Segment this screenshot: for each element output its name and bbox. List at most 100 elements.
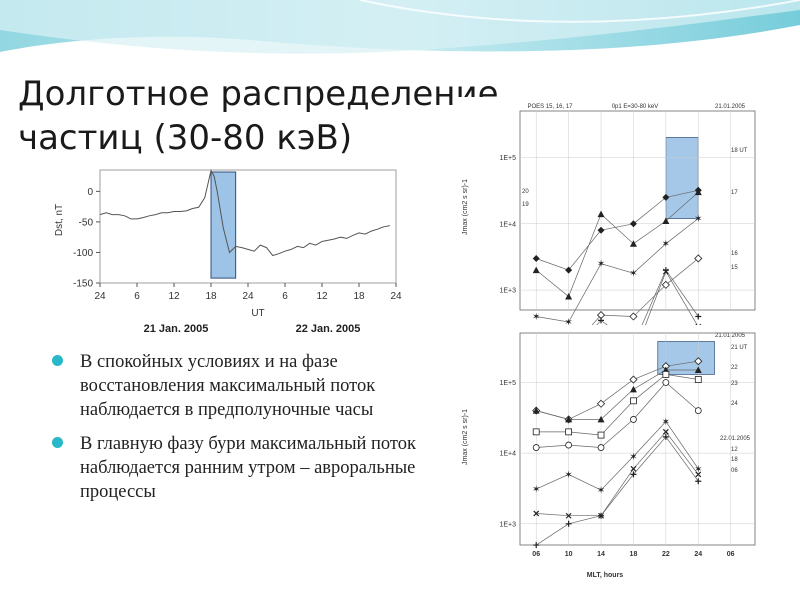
bullet-list: В спокойных условиях и на фазе восстанов… — [52, 350, 452, 514]
poes1-svg-point — [532, 266, 540, 274]
poes2-svg-series-line — [536, 436, 699, 546]
poes1-svg-point — [662, 268, 669, 275]
bullet-item: В главную фазу бури максимальный поток н… — [52, 432, 452, 504]
poes2-date-2: 22.01.2005 — [720, 436, 751, 442]
poes2-svg-point — [565, 441, 573, 449]
poes1-svg-series-label: 16 — [731, 251, 738, 257]
dst-date-label-1: 21 Jan. 2005 — [144, 323, 209, 335]
poes2-svg-xtick-label: 18 — [630, 551, 638, 558]
poes1-header-date: 21.01.2005 — [715, 104, 746, 110]
dst-ytick-label: -50 — [79, 217, 94, 228]
poes2-svg-xtick-label: 06 — [532, 551, 540, 558]
poes2-svg-series-line — [536, 374, 699, 436]
dst-xtick-label: 24 — [94, 291, 106, 302]
poes2-svg-point: ✶ — [629, 452, 637, 463]
poes2-svg-point — [630, 416, 637, 423]
poes1-svg-point — [694, 254, 703, 263]
poes2-svg-point — [662, 371, 670, 378]
poes1-svg-point: ✶ — [662, 239, 670, 250]
poes1-svg-point — [661, 280, 670, 289]
poes2-svg-point — [597, 431, 605, 439]
poes2-svg-point — [565, 428, 573, 436]
poes2-svg-series-line — [536, 382, 699, 448]
dst-xtick-label: 6 — [282, 291, 288, 302]
poes1-svg-point — [629, 240, 637, 247]
poes1-svg-point — [629, 312, 638, 321]
poes-chart-21: POES 15, 16, 17 0p1 E=30-80 keV 21.01.20… — [462, 104, 756, 380]
poes1-svg-point — [597, 226, 605, 234]
poes1-svg-series-label: 19 — [522, 202, 529, 208]
poes1-svg-point — [662, 217, 670, 225]
dst-xtick-label: 18 — [205, 291, 217, 302]
poes2-svg-series-line — [536, 369, 699, 420]
poes2-svg-point — [695, 471, 702, 478]
poes1-svg-point — [694, 188, 702, 196]
poes2-svg-point: ✶ — [694, 464, 702, 475]
dst-ytick-label: -100 — [73, 248, 93, 259]
poes1-svg-point: ✶ — [564, 318, 572, 325]
poes2-svg-series-label: 24 — [731, 401, 738, 407]
poes1-svg-point — [695, 313, 702, 320]
poes1-svg-series-line — [536, 189, 699, 271]
poes2-svg-ytick-label: 1E+4 — [499, 451, 516, 458]
dst-xtick-label: 12 — [168, 291, 180, 302]
poes1-svg-series-line — [536, 218, 699, 323]
poes2-svg-xtick-label: 24 — [694, 551, 702, 558]
slide-title: Долготное распределение частиц (30-80 кэ… — [18, 72, 498, 160]
poes2-svg-series-label: 12 — [731, 447, 738, 453]
poes2-svg-point — [630, 465, 637, 472]
poes1-svg-point: ✶ — [694, 214, 702, 225]
dst-ytick-label: -150 — [73, 279, 93, 290]
poes2-svg-point — [565, 520, 572, 527]
dst-xtick-label: 6 — [134, 291, 140, 302]
poes2-svg-point — [695, 478, 702, 485]
dst-xtick-label: 18 — [353, 291, 365, 302]
bullet-dot-icon — [52, 355, 63, 366]
poes2-svg-point — [662, 379, 670, 386]
poes1-svg-point — [662, 193, 670, 201]
poes1-header-energy: 0p1 E=30-80 keV — [612, 104, 659, 110]
poes2-svg-point — [596, 399, 606, 408]
poes2-svg-series-label: 21 UT — [731, 345, 748, 351]
poes2-ylabel: Jmax (cm2 s sr)-1 — [462, 409, 469, 465]
poes2-svg-point — [533, 510, 540, 517]
title-line-2: частиц (30-80 кэВ) — [18, 118, 353, 158]
dst-ytick-label: 0 — [87, 187, 93, 198]
poes2-svg-point — [597, 415, 605, 423]
poes1-svg-plot-frame — [519, 110, 756, 311]
poes2-svg-xtick-label: 10 — [565, 551, 573, 558]
poes1-svg-series-line — [535, 191, 699, 298]
poes2-svg-point: ✶ — [662, 417, 670, 428]
dst-xtick-label: 24 — [390, 291, 402, 302]
poes1-svg-series-line — [536, 270, 699, 377]
dst-chart-panel: Dst, nT UT 21 Jan. 2005 22 Jan. 2005 0 -5… — [48, 160, 418, 340]
poes2-svg-xtick-label: 06 — [727, 551, 735, 558]
poes2-svg-point — [629, 385, 637, 393]
dst-date-label-2: 22 Jan. 2005 — [296, 323, 361, 335]
poes2-svg-series-label: 23 — [731, 381, 738, 387]
poes1-ylabel: Jmax (cm2 s sr)-1 — [462, 179, 469, 235]
poes1-svg-series-label: 15 — [731, 265, 738, 271]
poes2-svg-series-label: 22 — [731, 365, 738, 371]
poes2-svg-point — [597, 444, 605, 451]
poes1-svg-point — [598, 317, 605, 324]
poes-chart-2122-panel: 21.01.2005 22.01.2005 Jmax (cm2 s sr)-1 … — [455, 327, 785, 585]
bullet-dot-icon — [52, 437, 63, 448]
title-line-1: Долготное распределение — [18, 74, 499, 114]
poes2-svg-highlight-box — [657, 341, 715, 375]
poes1-svg-point: ✶ — [629, 269, 637, 280]
poes2-svg-point — [694, 376, 702, 383]
poes2-svg-point — [694, 407, 702, 414]
poes1-header-sat: POES 15, 16, 17 — [527, 104, 573, 110]
poes1-svg-series-label: 18 UT — [731, 148, 748, 154]
poes2-svg-point — [598, 512, 605, 519]
poes2-svg-series-label: 06 — [731, 468, 738, 474]
poes2-header-date: 21.01.2005 — [715, 333, 746, 339]
dst-ylabel: Dst, nT — [54, 204, 65, 236]
poes2-svg-point — [630, 397, 637, 405]
bullet-text-2: В главную фазу бури максимальный поток н… — [80, 434, 417, 502]
poes2-svg-point: ✶ — [532, 485, 540, 496]
bullet-item: В спокойных условиях и на фазе восстанов… — [52, 350, 452, 422]
poes2-svg-point — [532, 407, 540, 414]
dst-xlabel: UT — [251, 308, 264, 319]
